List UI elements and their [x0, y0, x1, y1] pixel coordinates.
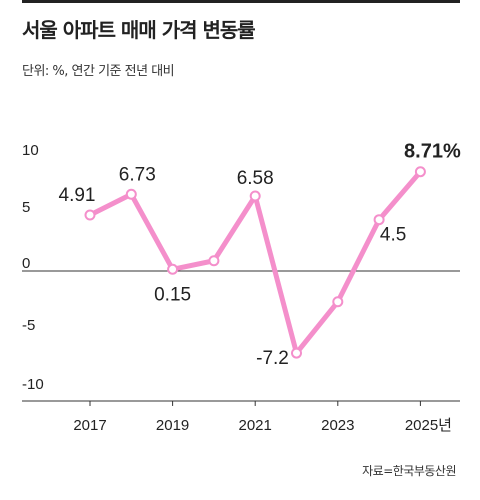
data-point	[125, 188, 137, 200]
data-label: 0.15	[154, 284, 191, 305]
data-point	[291, 347, 302, 359]
x-tick-label: 2023	[321, 417, 354, 434]
source-note: 자료=한국부동산원	[362, 464, 456, 478]
y-tick-label: -10	[22, 376, 44, 393]
data-point	[84, 209, 96, 221]
unit-note: 단위: %, 연간 기준 전년 대비	[22, 64, 175, 79]
x-tick-label: 2025년	[405, 417, 452, 434]
y-tick-label: 5	[22, 199, 30, 216]
data-point	[208, 255, 220, 267]
data-label: 4.5	[380, 225, 406, 246]
data-label: 4.91	[59, 185, 96, 206]
data-point	[373, 214, 385, 226]
data-point	[414, 166, 426, 178]
y-tick-label: 0	[22, 255, 30, 272]
data-point	[249, 190, 261, 202]
x-tick-label: 2017	[73, 417, 106, 434]
x-tick-label: 2021	[239, 417, 272, 434]
x-tick-label: 2019	[156, 417, 189, 434]
y-tick-label: -5	[22, 317, 35, 334]
y-tick-label: 10	[22, 142, 39, 159]
data-point	[167, 263, 179, 275]
chart-title: 서울 아파트 매매 가격 변동률	[22, 18, 256, 42]
data-label: 8.71%	[404, 141, 461, 163]
data-point	[332, 296, 344, 308]
data-label: 6.73	[119, 164, 156, 185]
data-label: -7.2	[256, 348, 289, 369]
data-label: 6.58	[237, 168, 274, 189]
top-rule	[22, 0, 460, 3]
